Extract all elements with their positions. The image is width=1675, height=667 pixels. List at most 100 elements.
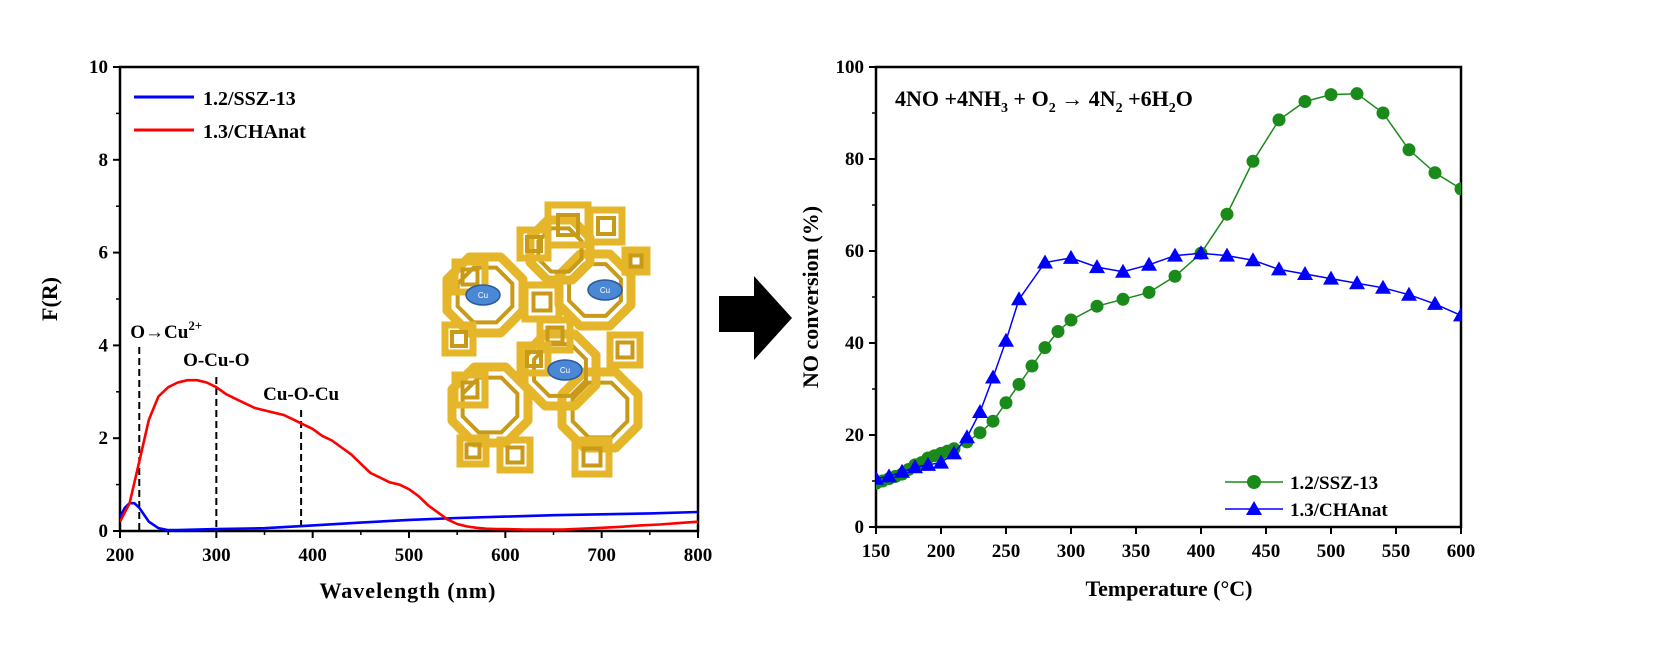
cu-site-marker	[547, 359, 583, 381]
plot-frame-2	[874, 65, 1463, 529]
y-tick-label: 0	[99, 521, 109, 542]
data-point-ssz13	[1012, 377, 1026, 391]
x-tick-label: 400	[298, 545, 327, 566]
annotation-label: Cu-O-Cu	[263, 384, 339, 405]
framework-cage-inner	[505, 445, 525, 465]
y-tick-label: 100	[836, 57, 865, 78]
x-tick-label: 550	[1382, 541, 1411, 562]
framework-cage	[621, 246, 651, 276]
framework-cage-inner	[531, 291, 553, 313]
y-tick-label: 4	[99, 335, 109, 356]
data-point-chanat	[1453, 307, 1461, 322]
x-tick-label: 600	[491, 545, 520, 566]
data-point-ssz13	[1051, 325, 1065, 338]
legend-label-chanat: 1.3/CHAnat	[203, 121, 306, 143]
x-tick-label: 200	[106, 545, 135, 566]
x-tick-label: 600	[1447, 541, 1476, 562]
data-point-chanat	[1193, 245, 1209, 260]
framework-cage	[521, 281, 563, 323]
x-tick-label: 400	[1187, 541, 1216, 562]
uv-vis-chart: 200 300 400 500 600 700 800 0 2 4 6 8 10 Cu Cu Cu O→Cu…	[37, 57, 712, 603]
framework-ring	[519, 329, 601, 411]
data-point-chanat	[998, 332, 1014, 347]
framework-cage-inner	[460, 267, 480, 287]
framework-cage	[586, 206, 626, 246]
legend-1: 1.2/SSZ-13 1.3/CHAnat	[134, 88, 306, 143]
x-axis-label-2: Temperature (°C)	[1085, 576, 1252, 601]
data-point-ssz13	[1272, 113, 1286, 127]
data-point-chanat	[1167, 247, 1183, 262]
annotation-label: O-Cu-O	[183, 350, 250, 371]
data-point-chanat	[881, 468, 897, 483]
data-point-chanat	[894, 463, 910, 478]
data-point-ssz13	[1038, 341, 1052, 355]
data-point-chanat	[1011, 291, 1027, 306]
legend-marker-chanat	[1246, 501, 1262, 515]
data-point-chanat	[1219, 247, 1235, 262]
x-tick-label: 150	[862, 541, 891, 562]
framework-cage-inner	[581, 446, 603, 468]
framework-cage-inner	[525, 350, 543, 368]
data-point-chanat	[1323, 270, 1339, 285]
data-point-chanat	[1427, 295, 1443, 310]
no-conversion-chart: 150 200 250 300 350 400 450 500 550 600 0 20 40 60 80 1…	[798, 57, 1475, 601]
data-point-ssz13	[1025, 359, 1039, 373]
cu-site-marker	[587, 279, 623, 301]
data-point-chanat	[1141, 256, 1157, 271]
legend-marker-ssz13	[1247, 475, 1261, 489]
data-point-chanat	[1063, 249, 1079, 264]
framework-cage-inner	[596, 216, 616, 236]
data-point-chanat	[1375, 279, 1391, 294]
framework-cage	[496, 436, 534, 474]
y-tick-label: 20	[845, 425, 864, 446]
data-point-chanat	[1297, 266, 1313, 280]
framework-cage-inner	[525, 235, 543, 253]
data-point-chanat	[946, 445, 962, 460]
y-tick-label: 10	[89, 57, 108, 78]
legend-label-ssz13: 1.2/SSZ-13	[203, 88, 296, 110]
legend-label-chanat-2: 1.3/CHAnat	[1290, 500, 1388, 521]
cha-framework-inset: Cu Cu Cu	[441, 201, 651, 478]
data-point-ssz13	[1064, 313, 1078, 327]
series-line-ssz13	[876, 92, 1461, 485]
data-point-ssz13	[1324, 88, 1338, 102]
data-point-ssz13	[1168, 269, 1182, 283]
data-point-chanat	[1115, 263, 1131, 278]
data-point-ssz13	[1246, 154, 1260, 168]
series-line-ssz13	[120, 501, 698, 531]
framework-cage-inner	[450, 330, 468, 348]
framework-cage-inner	[545, 325, 565, 345]
cu-site-label: Cu	[600, 286, 610, 295]
framework-cage-inner	[615, 340, 635, 360]
y-tick-label: 60	[845, 241, 864, 262]
data-point-ssz13	[1116, 292, 1130, 306]
cu-site-label: Cu	[560, 366, 570, 375]
data-point-ssz13	[973, 426, 987, 440]
annotation-label: O→Cu2+	[130, 318, 202, 343]
data-point-ssz13	[1454, 182, 1461, 196]
data-point-chanat	[959, 429, 975, 444]
x-tick-label: 350	[1122, 541, 1151, 562]
data-point-chanat	[1271, 261, 1287, 276]
data-point-ssz13	[1142, 285, 1156, 299]
framework-cage	[451, 371, 489, 409]
framework-cage-inner	[460, 380, 480, 400]
framework-ring-inner	[567, 262, 623, 318]
x-tick-label: 500	[395, 545, 424, 566]
y-tick-label: 80	[845, 149, 864, 170]
framework-cage	[571, 436, 613, 478]
y-tick-label: 8	[99, 150, 109, 171]
data-point-chanat	[1089, 259, 1105, 274]
y-axis-label-2: NO conversion (%)	[798, 206, 823, 388]
x-tick-label: 250	[992, 541, 1021, 562]
data-point-chanat	[1401, 286, 1417, 301]
series-line-chanat	[120, 378, 698, 531]
data-point-ssz13	[1402, 143, 1416, 157]
x-tick-label: 800	[684, 545, 713, 566]
data-point-ssz13	[1350, 87, 1364, 101]
y-axis-label-1: F(R)	[37, 277, 62, 321]
data-point-ssz13	[1090, 299, 1104, 313]
framework-cage-inner	[464, 442, 482, 460]
data-point-chanat	[907, 459, 923, 474]
x-tick-label: 700	[587, 545, 616, 566]
